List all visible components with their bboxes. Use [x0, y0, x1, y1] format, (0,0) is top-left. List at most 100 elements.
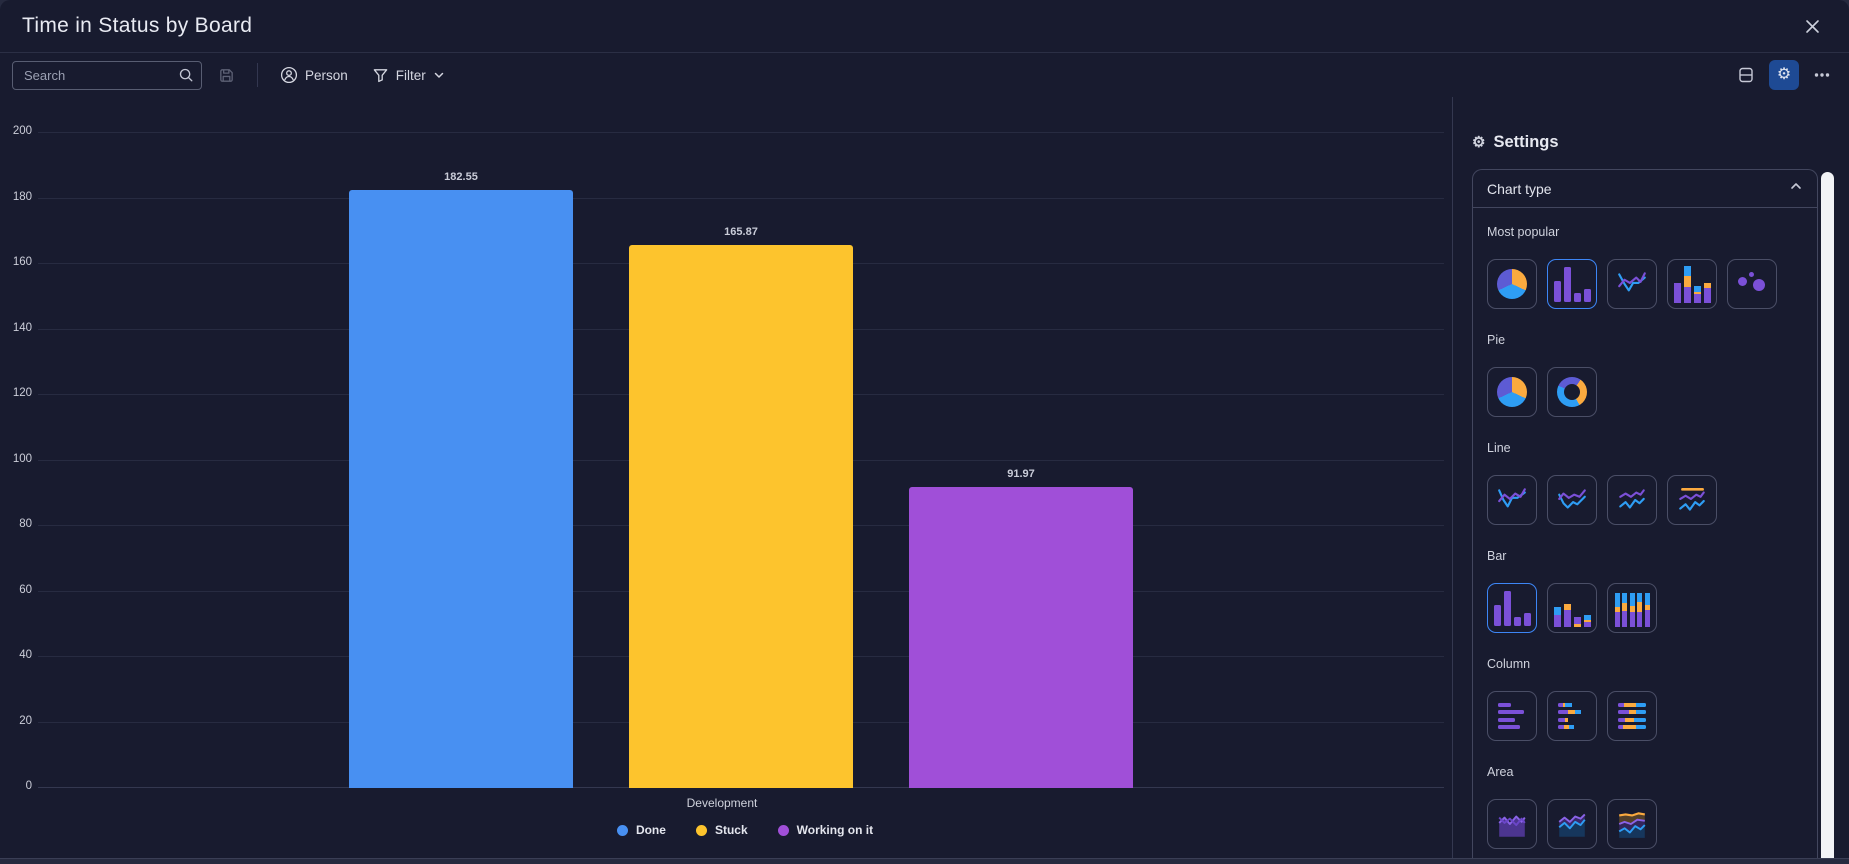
section-column: Column — [1487, 657, 1803, 741]
search-box — [12, 60, 202, 90]
y-tick-label: 120 — [12, 387, 32, 399]
pie-chart-icon — [1497, 269, 1527, 299]
line-chart-icon — [1619, 489, 1645, 509]
chart-type-pie-basic[interactable] — [1487, 367, 1537, 417]
settings-gear-icon: ⚙ — [1472, 134, 1486, 151]
column-chart-icon — [1498, 702, 1526, 730]
bar-chart-icon — [1553, 266, 1591, 302]
legend-item-working-on-it[interactable]: Working on it — [777, 823, 874, 837]
chart-type-scatter[interactable] — [1727, 259, 1777, 309]
chart-type-bar[interactable] — [1547, 259, 1597, 309]
bar-value-label: 182.55 — [444, 171, 478, 184]
chart-type-area-stacked[interactable] — [1607, 799, 1657, 849]
chart-type-bar-100[interactable] — [1607, 583, 1657, 633]
legend-item-stuck[interactable]: Stuck — [695, 823, 748, 837]
section-area: Area — [1487, 765, 1803, 849]
bar-stuck[interactable]: 165.87 — [629, 226, 853, 788]
pie-chart-icon — [1497, 377, 1527, 407]
bar-value-label: 165.87 — [724, 225, 758, 238]
chart-type-pie[interactable] — [1487, 259, 1537, 309]
toolbar: Person Filter ⚙ — [0, 53, 1849, 97]
gear-icon: ⚙ — [1776, 66, 1792, 83]
filter-button[interactable]: Filter — [364, 61, 453, 90]
chart-type-line-3[interactable] — [1607, 475, 1657, 525]
y-tick-label: 0 — [25, 780, 32, 792]
close-button[interactable] — [1797, 11, 1827, 41]
close-icon — [1805, 19, 1819, 33]
split-view-button[interactable] — [1731, 60, 1761, 90]
settings-title-label: Settings — [1493, 133, 1559, 151]
settings-panel-title: ⚙ Settings — [1472, 133, 1818, 152]
y-tick-label: 20 — [19, 714, 32, 727]
person-filter-button[interactable]: Person — [272, 60, 356, 90]
section-pie: Pie — [1487, 333, 1803, 417]
chevron-down-icon — [434, 72, 444, 78]
legend-dot — [616, 824, 628, 836]
area-chart-icon — [1558, 813, 1586, 837]
line-chart-icon — [1679, 488, 1705, 511]
section-label: Line — [1487, 441, 1511, 455]
bar-working-on-it[interactable]: 91.97 — [909, 468, 1133, 788]
x-axis-label: Development — [686, 796, 758, 810]
toolbar-divider — [257, 63, 258, 87]
y-tick-label: 100 — [12, 452, 32, 465]
gridline: 180 — [13, 191, 1444, 203]
chart-type-card: Chart type Most popular — [1472, 169, 1818, 858]
chart-type-line[interactable] — [1607, 259, 1657, 309]
y-tick-label: 40 — [19, 649, 32, 661]
legend-label: Working on it — [796, 823, 874, 837]
legend-dot — [777, 824, 789, 836]
bar-done[interactable]: 182.55 — [349, 171, 573, 788]
section-label: Column — [1487, 657, 1531, 671]
gridline: 200 — [13, 125, 1444, 137]
chart-type-card-header[interactable]: Chart type — [1473, 170, 1817, 208]
chart-type-line-2[interactable] — [1547, 475, 1597, 525]
table-split-icon — [1739, 67, 1753, 83]
legend-dot — [695, 824, 707, 836]
legend: Done Stuck Working on it — [0, 823, 1452, 837]
chart-type-area-1[interactable] — [1487, 799, 1537, 849]
chart-type-stacked-bar[interactable] — [1667, 259, 1717, 309]
scatter-chart-icon — [1736, 269, 1768, 299]
filter-label: Filter — [395, 67, 426, 83]
stacked-bar-chart-icon — [1673, 265, 1711, 303]
chart-type-column-basic[interactable] — [1487, 691, 1537, 741]
save-button[interactable] — [210, 61, 243, 90]
legend-label: Done — [635, 823, 666, 837]
section-label: Area — [1487, 765, 1514, 779]
chart-type-column-stacked[interactable] — [1547, 691, 1597, 741]
more-options-button[interactable] — [1807, 60, 1837, 90]
stacked-column-chart-icon — [1558, 702, 1586, 730]
widget-header: Time in Status by Board — [0, 0, 1849, 53]
stacked-bar-chart-icon — [1553, 589, 1591, 627]
chart-type-donut[interactable] — [1547, 367, 1597, 417]
chart-type-line-1[interactable] — [1487, 475, 1537, 525]
page-title: Time in Status by Board — [22, 14, 253, 37]
y-tick-label: 180 — [12, 190, 32, 203]
line-chart-icon — [1618, 272, 1646, 292]
section-most-popular: Most popular — [1487, 225, 1803, 309]
plot-area: 0 20 40 60 80 100 120 140 160 180 200 182.55 165.87 9… — [13, 125, 1444, 792]
ellipsis-icon — [1814, 73, 1830, 77]
search-icon — [178, 67, 194, 88]
chart-area: 0 20 40 60 80 100 120 140 160 180 200 182.55 165.87 9… — [0, 97, 1452, 858]
section-label: Bar — [1487, 549, 1507, 563]
bar-chart-icon — [1493, 590, 1531, 626]
chart-type-bar-basic[interactable] — [1487, 583, 1537, 633]
legend-label: Stuck — [714, 823, 748, 837]
settings-button[interactable]: ⚙ — [1769, 60, 1799, 90]
section-line: Line — [1487, 441, 1803, 525]
chart-type-line-4[interactable] — [1667, 475, 1717, 525]
legend-item-done[interactable]: Done — [616, 823, 666, 837]
search-input[interactable] — [12, 60, 202, 90]
person-icon — [280, 66, 298, 84]
line-chart-icon — [1558, 489, 1586, 509]
line-chart-icon — [1498, 488, 1526, 508]
y-tick-label: 80 — [19, 518, 32, 530]
chart-type-column-100[interactable] — [1607, 691, 1657, 741]
panel-scrollbar[interactable] — [1821, 172, 1834, 858]
chart-type-area-2[interactable] — [1547, 799, 1597, 849]
y-tick-label: 200 — [12, 125, 32, 137]
chart-type-bar-stacked[interactable] — [1547, 583, 1597, 633]
